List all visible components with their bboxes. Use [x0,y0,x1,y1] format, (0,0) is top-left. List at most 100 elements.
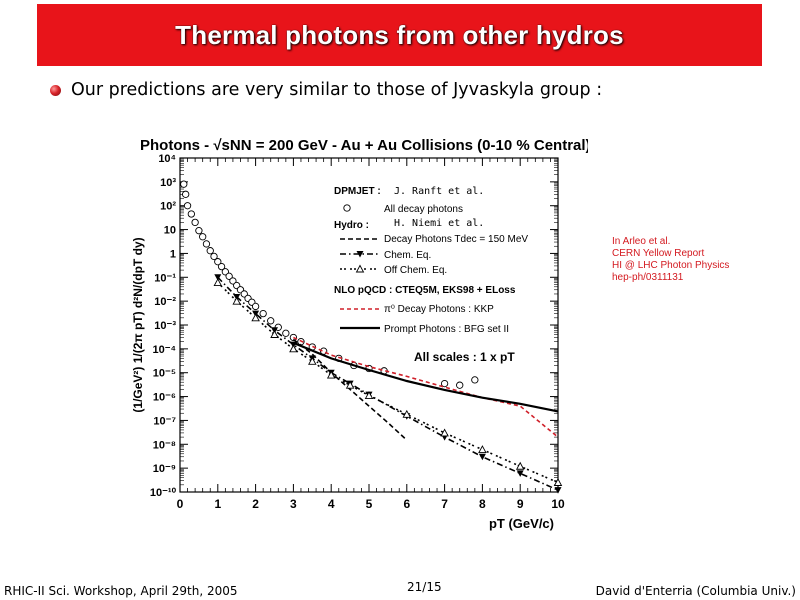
data-point [440,428,449,437]
data-point [267,317,275,325]
legend-dpmjet-ref: J. Ranft et al. [394,186,484,197]
footer-author: David d'Enterria (Columbia Univ.) [595,584,796,598]
legend-hydro-header: Hydro : [334,220,369,231]
series-line [292,338,408,441]
x-tick-label: 6 [403,497,410,511]
data-point [282,329,290,337]
data-point [259,309,267,318]
data-point [343,204,351,212]
data-point [214,258,222,266]
y-tick-label: 10⁻¹ [154,272,176,284]
data-point [554,487,562,494]
data-point [355,264,365,273]
chart-title: Photons - √sNN = 200 GeV - Au + Au Colli… [140,137,588,154]
y-tick-label: 10⁻⁹ [153,463,176,475]
series-line [293,336,559,438]
y-tick-label: 10⁻³ [154,320,176,332]
reference-line-1: In Arleo et al. [612,236,671,247]
data-point [308,356,317,365]
bullet-icon [50,84,61,96]
data-point [456,381,464,389]
y-tick-label: 10⁴ [158,153,176,165]
photon-spectrum-chart: Photons - √sNN = 200 GeV - Au + Au Colli… [118,128,588,533]
series-solid [292,341,559,413]
legend-nlo-entry1: π⁰ Decay Photons : KKP [384,304,494,315]
series-red-dashed [293,336,559,438]
data-point [270,330,279,338]
data-point [364,391,374,400]
x-tick-label: 3 [290,497,297,511]
data-point [191,218,199,227]
legend-nlo-header: NLO pQCD : CTEQ5M, EKS98 + ELoss [334,285,516,296]
series-line [217,276,559,491]
x-tick-label: 7 [441,497,448,511]
data-point [402,409,412,418]
title-bar: Thermal photons from other hydros [37,4,762,66]
y-tick-label: 10² [160,201,176,213]
y-tick-label: 10⁻⁷ [153,415,176,427]
data-point [440,379,449,388]
data-point [213,278,223,287]
x-tick-label: 0 [177,497,184,511]
data-point [195,227,203,235]
reference-note: In Arleo et al. CERN Yellow Report HI @ … [612,236,729,284]
data-point [217,262,226,271]
data-point [471,376,479,384]
data-point [202,240,211,248]
data-point [251,302,260,311]
data-point [345,380,355,389]
x-tick-label: 10 [551,497,565,511]
y-tick-label: 10⁻¹⁰ [150,487,177,499]
scale-annotation: All scales : 1 x pT [414,350,515,364]
y-tick-label: 10⁻⁴ [153,344,176,356]
x-tick-label: 5 [366,497,373,511]
x-tick-label: 1 [214,497,221,511]
data-point [356,251,364,258]
y-tick-label: 10⁻⁵ [153,368,176,380]
legend-hydro-entry1: Decay Photons Tdec = 150 MeV [384,234,528,245]
bullet-text: Our predictions are very similar to thos… [71,80,603,100]
legend-hydro-entry3: Off Chem. Eq. [384,265,447,276]
data-point [214,274,222,281]
data-point [229,277,237,285]
data-point [187,210,195,218]
data-point [516,470,524,477]
data-point [251,313,260,322]
y-tick-label: 1 [170,248,176,260]
data-point [515,461,525,470]
reference-line-2: CERN Yellow Report [612,248,705,259]
data-point [183,202,192,210]
series-dashed [292,338,408,441]
footer-left: RHIC-II Sci. Workshop, April 29th, 2005 [4,584,238,598]
data-point [478,453,486,461]
legend-hydro-ref: H. Niemi et al. [394,218,484,229]
series-dash-dot-open-triangle [213,278,563,486]
data-point [206,247,214,255]
series-line [292,341,559,413]
legend-dpmjet-header: DPMJET : [334,186,381,197]
page-number: 21/15 [407,580,442,594]
x-tick-label: 9 [517,497,524,511]
data-point [180,180,188,188]
legend-hydro-entry2: Chem. Eq. [384,250,431,261]
y-tick-label: 10⁻⁸ [153,439,176,451]
data-point [210,252,218,261]
x-axis-label: pT (GeV/c) [489,516,554,531]
y-axis-label: (1/GeV²) 1/(2π pT) d²N/(dpT dy) [131,237,145,412]
reference-line-5: hep-ph/0311131 [612,272,684,283]
legend-nlo-entry2: Prompt Photons : BFG set II [384,324,509,335]
y-tick-label: 10 [164,225,176,237]
x-tick-label: 8 [479,497,486,511]
y-tick-label: 10⁻² [154,296,176,308]
data-point [553,478,563,486]
data-point [478,445,487,454]
slide-title: Thermal photons from other hydros [175,19,624,50]
x-tick-label: 2 [252,497,259,511]
y-tick-label: 10³ [160,177,176,189]
reference-line-3: HI @ LHC Photon Physics [612,260,730,271]
data-point [182,190,190,198]
data-point [199,233,207,241]
bullet-row: Our predictions are very similar to thos… [50,80,602,100]
data-point [225,272,233,280]
y-tick-label: 10⁻⁶ [153,392,176,404]
